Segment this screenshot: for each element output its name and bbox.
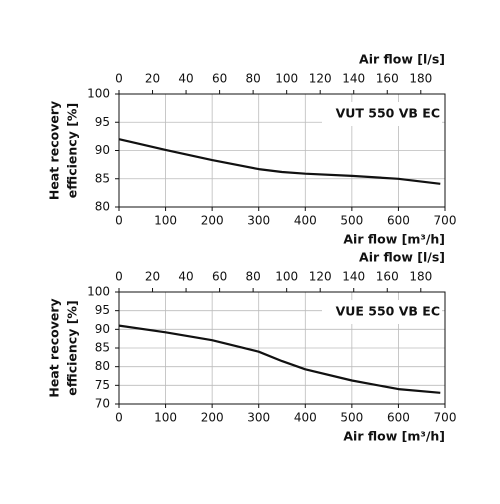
x-tick-label: 700	[434, 214, 457, 228]
y-tick-label: 95	[95, 115, 110, 129]
x2-tick-label: 160	[376, 270, 399, 284]
y-tick-label: 95	[95, 303, 110, 317]
x2-tick-label: 100	[275, 270, 298, 284]
plot-frame	[118, 291, 446, 405]
x-axis-label: Air flow [m³/h]	[343, 429, 445, 444]
y-tick-label: 80	[95, 359, 110, 373]
x2-tick-label: 60	[212, 72, 227, 86]
y-axis-label: Heat recovery	[47, 298, 62, 397]
x2-tick-label: 180	[409, 72, 432, 86]
x2-tick-label: 180	[409, 270, 432, 284]
x-tick-label: 400	[294, 411, 317, 425]
y-axis-label: Heat recovery	[47, 101, 62, 200]
x2-tick-label: 20	[145, 270, 160, 284]
x2-tick-label: 140	[342, 72, 365, 86]
annotation: VUE 550 VB EC	[336, 304, 440, 319]
x-tick-label: 300	[247, 411, 270, 425]
x2-tick-label: 0	[115, 270, 123, 284]
x2-tick-label: 40	[178, 270, 193, 284]
x-tick-label: 100	[154, 214, 177, 228]
x-tick-label: 500	[340, 411, 363, 425]
y-tick-label: 75	[95, 378, 110, 392]
x2-tick-label: 20	[145, 72, 160, 86]
x-axis-label: Air flow [m³/h]	[343, 232, 445, 247]
annotation-bg	[322, 102, 442, 126]
y-tick-label: 100	[87, 87, 110, 101]
plot-frame	[118, 93, 446, 208]
x2-axis-label: Air flow [l/s]	[359, 250, 445, 265]
x-tick-label: 200	[201, 411, 224, 425]
y-tick-label: 80	[95, 200, 110, 214]
x-tick-label: 0	[115, 214, 123, 228]
y-tick-label: 85	[95, 171, 110, 185]
data-line	[118, 138, 441, 185]
x-tick-label: 0	[115, 411, 123, 425]
data-line	[118, 324, 441, 394]
x2-tick-label: 120	[309, 72, 332, 86]
x-tick-label: 200	[201, 214, 224, 228]
x2-tick-label: 40	[178, 72, 193, 86]
x-tick-label: 600	[387, 411, 410, 425]
x-tick-label: 600	[387, 214, 410, 228]
y-tick-label: 85	[95, 341, 110, 355]
x2-tick-label: 80	[245, 72, 260, 86]
y-axis-label: efficiency [%]	[65, 300, 80, 395]
x2-tick-label: 160	[376, 72, 399, 86]
annotation-bg	[322, 300, 442, 324]
x2-tick-label: 120	[309, 270, 332, 284]
x2-tick-label: 100	[275, 72, 298, 86]
x-tick-label: 100	[154, 411, 177, 425]
y-tick-label: 90	[95, 322, 110, 336]
x2-tick-label: 140	[342, 270, 365, 284]
x-tick-label: 400	[294, 214, 317, 228]
x2-tick-label: 0	[115, 72, 123, 86]
y-tick-label: 70	[95, 397, 110, 411]
x2-tick-label: 80	[245, 270, 260, 284]
y-tick-label: 90	[95, 143, 110, 157]
y-axis-label: efficiency [%]	[65, 103, 80, 198]
x2-axis-label: Air flow [l/s]	[359, 52, 445, 67]
x-tick-label: 700	[434, 411, 457, 425]
x-tick-label: 500	[340, 214, 363, 228]
x2-tick-label: 60	[212, 270, 227, 284]
annotation: VUT 550 VB EC	[336, 106, 440, 121]
x-tick-label: 300	[247, 214, 270, 228]
y-tick-label: 100	[87, 285, 110, 299]
